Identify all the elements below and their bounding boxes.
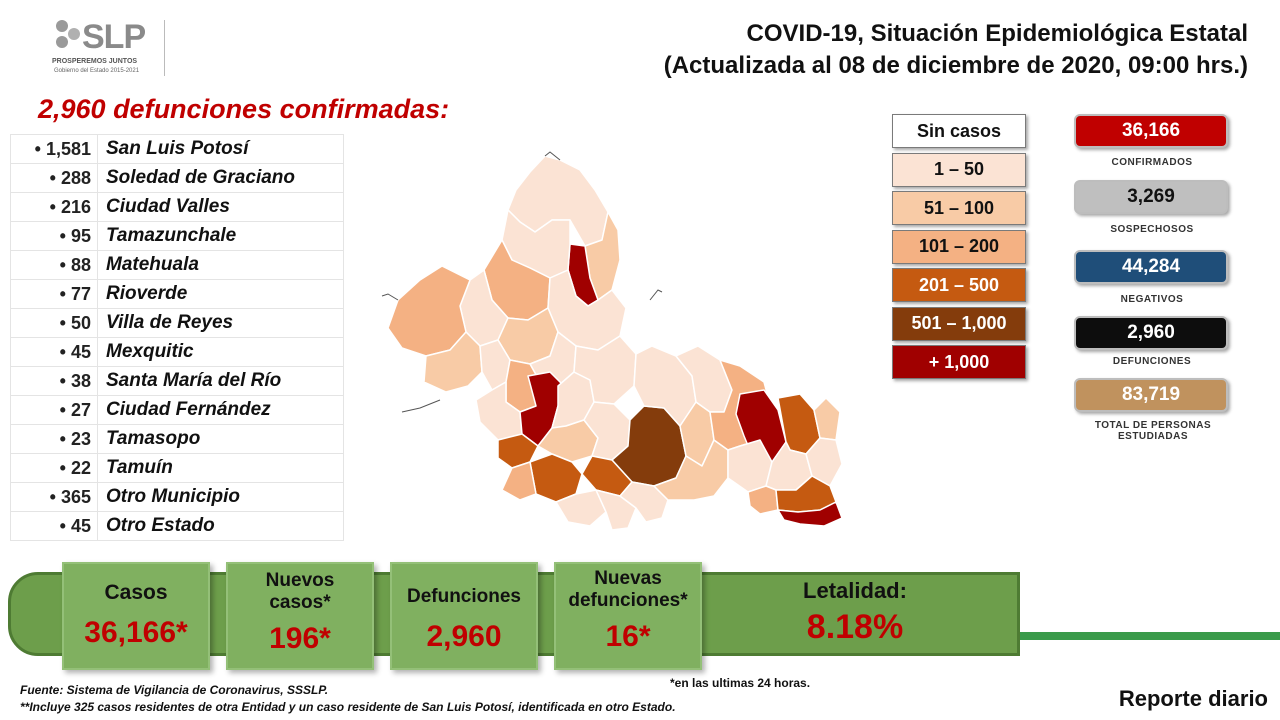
municipality-deaths: • 88	[10, 250, 98, 280]
municipality-name: Santa María del Río	[97, 366, 344, 396]
map-region	[529, 453, 583, 503]
stat-label: NEGATIVOS	[1120, 294, 1184, 305]
municipality-row: • 23 Tamasopo	[10, 424, 344, 454]
lethality-value: 8.18%	[806, 608, 904, 646]
municipality-row: • 38 Santa María del Río	[10, 366, 344, 396]
municipality-name: San Luis Potosí	[97, 134, 344, 164]
stat-value: 44,284	[1074, 250, 1228, 284]
municipality-deaths: • 50	[10, 308, 98, 338]
municipality-row: • 288 Soledad de Graciano	[10, 163, 344, 193]
legend-item: 201 – 500	[892, 268, 1026, 302]
municipality-name: Otro Municipio	[97, 482, 344, 512]
logo-tagline: PROSPEREMOS JUNTOS	[52, 58, 138, 65]
municipality-deaths: • 288	[10, 163, 98, 193]
municipality-row: • 77 Rioverde	[10, 279, 344, 309]
municipality-row: • 365 Otro Municipio	[10, 482, 344, 512]
deaths-card: Defunciones 2,960	[390, 562, 538, 670]
lethality-label: Letalidad:	[803, 578, 907, 603]
stat-label: DEFUNCIONES	[1112, 356, 1192, 367]
municipality-row: • 1,581 San Luis Potosí	[10, 134, 344, 164]
legend-item: Sin casos	[892, 114, 1026, 148]
deaths-by-municipality-table: • 1,581 San Luis Potosí • 288 Soledad de Gr…	[10, 134, 344, 541]
stat-value: 2,960	[1074, 316, 1228, 350]
legend-item: 51 – 100	[892, 191, 1026, 225]
municipality-name: Rioverde	[97, 279, 344, 309]
logo-divider	[164, 20, 165, 76]
municipality-row: • 45 Otro Estado	[10, 511, 344, 541]
municipality-name: Villa de Reyes	[97, 308, 344, 338]
municipality-row: • 22 Tamuín	[10, 453, 344, 483]
page-subtitle: (Actualizada al 08 de diciembre de 2020,…	[663, 52, 1248, 79]
municipality-name: Ciudad Valles	[97, 192, 344, 222]
municipality-row: • 45 Mexquitic	[10, 337, 344, 367]
municipality-row: • 50 Villa de Reyes	[10, 308, 344, 338]
legend-item: 101 – 200	[892, 229, 1026, 264]
daily-report-label: Reporte diario	[1118, 686, 1268, 711]
municipality-deaths: • 77	[10, 279, 98, 309]
map-region	[573, 335, 637, 405]
new-deaths-label: Nuevas defunciones*	[568, 568, 688, 611]
source-note: Fuente: Sistema de Vigilancia de Coronav…	[20, 683, 329, 697]
stat-label: CONFIRMADOS	[1111, 157, 1193, 168]
stat-value: 3,269	[1074, 180, 1228, 214]
slp-logo-icon	[56, 20, 80, 48]
legend-item: 1 – 50	[892, 152, 1026, 187]
municipality-row: • 27 Ciudad Fernández	[10, 395, 344, 425]
municipality-name: Mexquitic	[97, 337, 344, 367]
municipality-deaths: • 45	[10, 511, 98, 541]
legend-item: 501 – 1,000	[892, 306, 1026, 341]
municipality-deaths: • 45	[10, 337, 98, 367]
municipality-name: Soledad de Graciano	[97, 163, 344, 193]
new-cases-label: Nuevos casos*	[265, 570, 335, 613]
cases-value: 36,166*	[84, 616, 188, 649]
logo-subtitle: Gobierno del Estado 2015-2021	[54, 68, 140, 74]
municipality-name: Matehuala	[97, 250, 344, 280]
new-cases-card: Nuevos casos* 196*	[226, 562, 374, 670]
new-cases-value: 196*	[269, 622, 331, 655]
stat-value: 36,166	[1074, 114, 1228, 148]
municipality-row: • 95 Tamazunchale	[10, 221, 344, 251]
page-title: COVID-19, Situación Epidemiológica Estat…	[746, 20, 1248, 47]
municipality-name: Ciudad Fernández	[97, 395, 344, 425]
new-deaths-card: Nuevas defunciones* 16*	[554, 562, 702, 670]
deaths-heading: 2,960 defunciones confirmadas:	[38, 94, 450, 124]
map-region	[747, 485, 779, 515]
new-deaths-value: 16*	[605, 620, 651, 653]
municipality-deaths: • 95	[10, 221, 98, 251]
state-map	[381, 151, 843, 531]
deaths-value: 2,960	[426, 620, 502, 653]
municipality-row: • 216 Ciudad Valles	[10, 192, 344, 222]
municipality-deaths: • 38	[10, 366, 98, 396]
banner-accent-line	[1020, 632, 1280, 640]
stat-value: 83,719	[1074, 378, 1228, 412]
municipality-row: • 88 Matehuala	[10, 250, 344, 280]
logo-text: SLP	[82, 18, 146, 56]
map-region	[813, 397, 841, 441]
municipality-name: Tamuín	[97, 453, 344, 483]
last-24h-note: *en las ultimas 24 horas.	[670, 676, 811, 690]
stat-label: TOTAL DE PERSONAS ESTUDIADAS	[1094, 420, 1212, 442]
municipality-name: Tamasopo	[97, 424, 344, 454]
residence-footnote: **Incluye 325 casos residentes de otra E…	[20, 700, 676, 714]
municipality-deaths: • 23	[10, 424, 98, 454]
map-region	[501, 461, 537, 501]
municipality-deaths: • 22	[10, 453, 98, 483]
municipality-name: Tamazunchale	[97, 221, 344, 251]
municipality-name: Otro Estado	[97, 511, 344, 541]
map-region	[777, 501, 843, 527]
municipality-deaths: • 1,581	[10, 134, 98, 164]
municipality-deaths: • 365	[10, 482, 98, 512]
cases-card: Casos 36,166*	[62, 562, 210, 670]
municipality-deaths: • 216	[10, 192, 98, 222]
deaths-label: Defunciones	[406, 586, 522, 607]
legend-item: + 1,000	[892, 345, 1026, 379]
cases-label: Casos	[104, 581, 168, 604]
municipality-deaths: • 27	[10, 395, 98, 425]
stat-label: SOSPECHOSOS	[1110, 224, 1194, 235]
